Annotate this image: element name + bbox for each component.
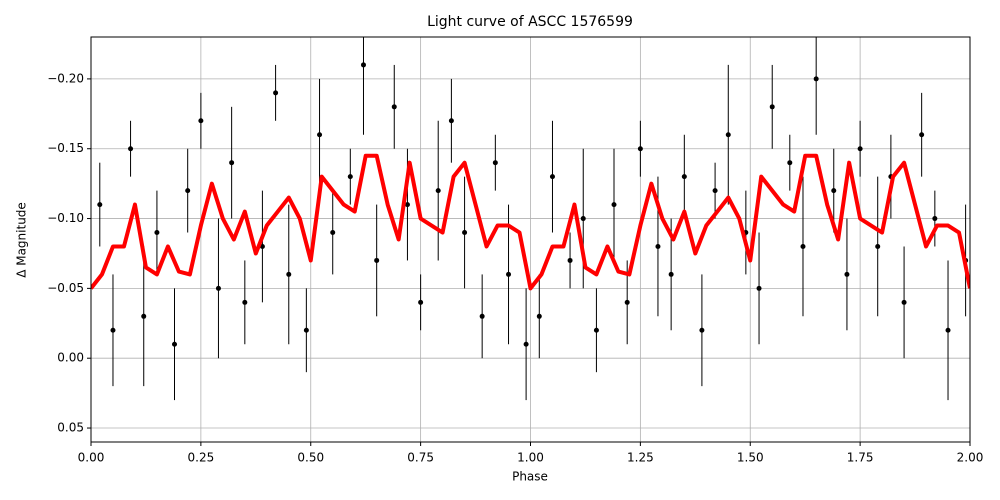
x-tick-label: 0.00 <box>78 451 105 465</box>
data-point <box>787 160 793 166</box>
data-point <box>391 104 397 110</box>
data-point <box>479 313 485 319</box>
x-tick-label: 1.50 <box>737 451 764 465</box>
chart-title: Light curve of ASCC 1576599 <box>427 14 633 30</box>
data-point <box>141 313 147 319</box>
data-point <box>404 202 410 208</box>
x-axis-label: Phase <box>512 470 548 484</box>
data-point <box>637 146 643 152</box>
data-point <box>857 146 863 152</box>
data-point <box>374 257 380 263</box>
y-tick-label: −0.20 <box>47 71 84 85</box>
data-point <box>506 271 512 277</box>
data-point <box>831 188 837 194</box>
y-tick-label: −0.10 <box>47 211 84 225</box>
y-tick-label: −0.15 <box>47 141 84 155</box>
y-tick-label: 0.05 <box>57 421 84 435</box>
data-point <box>347 174 353 180</box>
data-point <box>330 230 336 236</box>
data-point <box>185 188 191 194</box>
data-point <box>611 202 617 208</box>
data-point <box>725 132 731 138</box>
data-point <box>523 341 529 347</box>
data-point <box>229 160 235 166</box>
data-point <box>462 230 468 236</box>
x-tick-label: 1.25 <box>627 451 654 465</box>
y-tick-label: −0.05 <box>47 281 84 295</box>
data-point <box>681 174 687 180</box>
data-point <box>769 104 775 110</box>
data-point <box>945 327 951 333</box>
data-point <box>448 118 454 124</box>
y-axis-label: Δ Magnitude <box>15 202 29 278</box>
data-point <box>919 132 925 138</box>
data-point <box>655 243 661 249</box>
data-point <box>360 62 366 68</box>
data-point <box>154 230 160 236</box>
data-point <box>668 271 674 277</box>
fit-line <box>91 153 970 291</box>
data-point <box>492 160 498 166</box>
data-point <box>624 299 630 305</box>
data-point <box>418 299 424 305</box>
data-point <box>215 285 221 291</box>
data-point <box>813 76 819 82</box>
data-point <box>128 146 134 152</box>
x-tick-label: 2.00 <box>957 451 984 465</box>
data-point <box>932 216 938 222</box>
data-point <box>712 188 718 194</box>
data-point <box>97 202 103 208</box>
data-point <box>580 216 586 222</box>
x-tick-label: 1.75 <box>847 451 874 465</box>
data-point <box>549 174 555 180</box>
data-point <box>875 243 881 249</box>
x-tick-label: 1.00 <box>517 451 544 465</box>
data-point <box>172 341 178 347</box>
data-point <box>110 327 116 333</box>
x-tick-label: 0.50 <box>297 451 324 465</box>
data-point <box>273 90 279 96</box>
y-tick-label: 0.00 <box>57 351 84 365</box>
data-point <box>435 188 441 194</box>
data-point <box>303 327 309 333</box>
ticks: 0.00 0.25 0.50 0.75 1.00 1.25 1.50 1.75 2.00 −0.2… <box>47 71 983 464</box>
data-point <box>756 285 762 291</box>
data-point <box>844 271 850 277</box>
plot-area <box>91 37 970 401</box>
x-tick-label: 0.25 <box>188 451 215 465</box>
data-point <box>901 299 907 305</box>
data-point <box>286 271 292 277</box>
data-point <box>593 327 599 333</box>
data-point <box>800 243 806 249</box>
data-point <box>567 257 573 263</box>
data-point <box>317 132 323 138</box>
data-point <box>242 299 248 305</box>
data-point <box>198 118 204 124</box>
x-tick-label: 0.75 <box>407 451 434 465</box>
data-point <box>699 327 705 333</box>
data-point <box>536 313 542 319</box>
